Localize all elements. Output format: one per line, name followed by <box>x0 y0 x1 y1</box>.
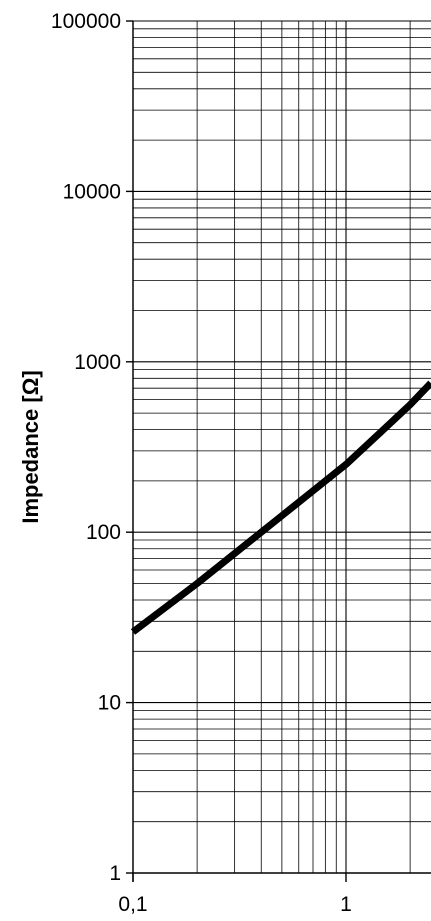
y-tick-label: 1000 <box>74 351 121 374</box>
axes <box>126 20 431 882</box>
series-layer <box>130 380 431 635</box>
y-tick-label: 100000 <box>51 10 121 33</box>
y-axis-title: Impedance [Ω] <box>18 370 43 523</box>
x-tick-label: 0,1 <box>118 893 147 916</box>
y-tick-label: 10000 <box>63 180 121 203</box>
impedance-curve <box>130 380 431 635</box>
grid <box>132 20 431 874</box>
tick-labels: 1 10 100 1000 10000 100000 0,1 1 <box>51 10 352 916</box>
y-tick-label: 1 <box>109 862 121 885</box>
x-tick-label: 1 <box>340 893 352 916</box>
y-tick-label: 100 <box>86 521 121 544</box>
y-tick-label: 10 <box>98 692 121 715</box>
